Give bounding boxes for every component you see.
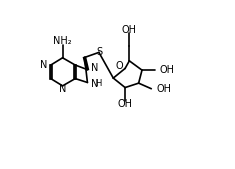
- Text: N: N: [91, 63, 98, 73]
- Text: NH₂: NH₂: [53, 36, 72, 46]
- Text: OH: OH: [156, 84, 171, 94]
- Text: OH: OH: [160, 65, 175, 75]
- Text: S: S: [96, 47, 102, 57]
- Text: OH: OH: [122, 25, 137, 35]
- Text: H: H: [96, 79, 102, 88]
- Text: OH: OH: [118, 99, 133, 109]
- Text: N: N: [59, 84, 66, 94]
- Text: N: N: [91, 79, 98, 89]
- Text: N: N: [40, 60, 48, 70]
- Text: O: O: [116, 61, 123, 71]
